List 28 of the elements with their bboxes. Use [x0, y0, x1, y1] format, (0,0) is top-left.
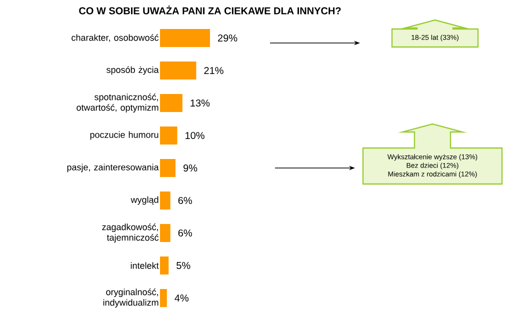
y-tick-label: spotnaniczność, otwartość, optymizm — [76, 94, 158, 113]
bar — [160, 94, 182, 112]
data-label: 10% — [186, 132, 204, 140]
bar — [160, 126, 178, 144]
data-label: 29% — [218, 34, 238, 42]
bar — [160, 224, 170, 242]
y-tick-label: oryginalność, indywidualizm — [103, 288, 158, 308]
bar — [160, 62, 196, 80]
bar — [160, 159, 176, 177]
data-label: 6% — [178, 229, 192, 237]
y-tick-label: zagadkowość, tajemniczość — [102, 224, 159, 243]
bar — [160, 256, 169, 275]
y-tick-label: pasje, zainteresowania — [67, 164, 159, 172]
chart-title: CO W SOBIE UWAŻA PANI ZA CIEKAWE DLA INNYCH? — [79, 6, 341, 14]
y-tick-label: sposób życia — [106, 66, 159, 75]
data-label: 21% — [204, 66, 224, 74]
data-label: 5% — [176, 262, 190, 270]
data-label: 9% — [184, 164, 198, 172]
y-tick-label: wygląd — [130, 196, 158, 205]
bar — [160, 289, 167, 308]
data-label: 6% — [178, 196, 192, 204]
y-tick-label: intelekt — [130, 262, 159, 269]
bar — [160, 29, 210, 47]
data-label: 4% — [174, 294, 189, 302]
bar — [160, 192, 170, 210]
data-label: 13% — [190, 99, 210, 107]
y-tick-label: charakter, osobowość — [72, 34, 159, 42]
y-tick-label: poczucie humoru — [90, 131, 158, 140]
